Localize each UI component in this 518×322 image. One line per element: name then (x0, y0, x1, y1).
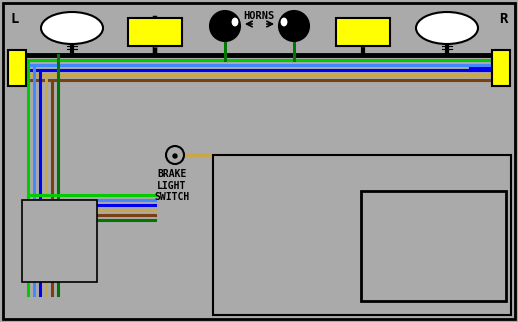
Text: LT GREEN - HIGH BEAM: LT GREEN - HIGH BEAM (219, 209, 326, 218)
Bar (492, 50, 510, 86)
Text: LT BLUE - L. TURN: LT BLUE - L. TURN (219, 163, 310, 172)
Text: BRAKE
LIGHT
SWITCH: BRAKE LIGHT SWITCH (154, 169, 190, 202)
Ellipse shape (280, 17, 288, 27)
Ellipse shape (231, 17, 239, 27)
Ellipse shape (279, 11, 309, 41)
Text: DK GREEN - HORN: DK GREEN - HORN (219, 278, 299, 287)
Text: TAN - LOW BEAM: TAN - LOW BEAM (219, 232, 294, 241)
Text: SCHEMATIC: SCHEMATIC (400, 249, 467, 262)
Ellipse shape (173, 154, 177, 158)
Text: R: R (499, 12, 507, 26)
Text: TYPICAL 73-87: TYPICAL 73-87 (385, 201, 482, 214)
Bar (213, 155, 511, 315)
Text: HEADLIGHT: HEADLIGHT (400, 225, 467, 238)
Ellipse shape (210, 11, 240, 41)
Bar (22, 200, 97, 282)
Ellipse shape (416, 12, 478, 44)
Text: (COLORS MAY VARY): (COLORS MAY VARY) (370, 273, 497, 286)
Bar (128, 18, 182, 46)
Text: BRAKE LIGHT SWITCH: BRAKE LIGHT SWITCH (361, 173, 468, 182)
Text: DK BROWN -  PARKING LIGHTS: DK BROWN - PARKING LIGHTS (219, 255, 359, 264)
Text: DK BLUE - R. TURN: DK BLUE - R. TURN (219, 186, 310, 195)
Text: TAN/ WHITE STRIPE -: TAN/ WHITE STRIPE - (361, 163, 463, 172)
Text: L: L (11, 12, 19, 26)
Bar (336, 18, 390, 46)
Text: ©1999
CHUCK'S
CHEVY
PAGES: ©1999 CHUCK'S CHEVY PAGES (39, 206, 80, 260)
Ellipse shape (166, 146, 184, 164)
Bar (361, 191, 506, 301)
Text: HORNS: HORNS (243, 11, 275, 21)
Ellipse shape (41, 12, 103, 44)
Bar (8, 50, 26, 86)
